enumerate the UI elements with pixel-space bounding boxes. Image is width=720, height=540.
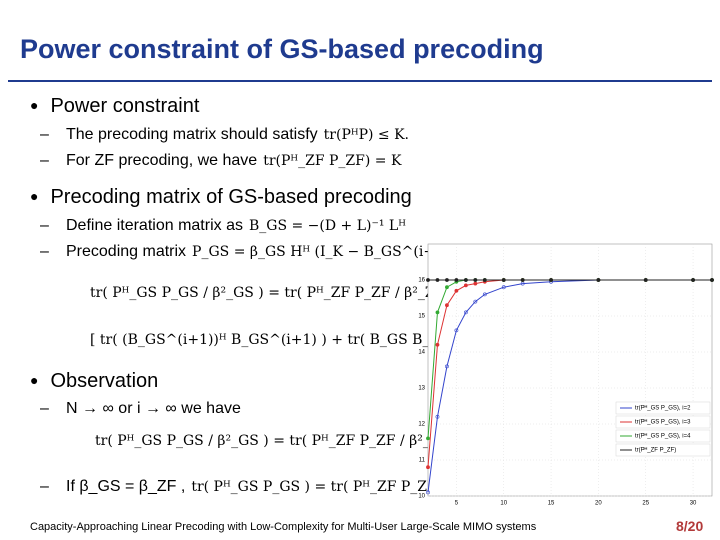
data-point bbox=[454, 278, 459, 282]
y-tick-label: 13 bbox=[418, 386, 425, 392]
data-point bbox=[426, 278, 430, 282]
x-tick-label: 20 bbox=[595, 501, 602, 506]
y-tick-label: 12 bbox=[418, 422, 425, 428]
title-rule bbox=[8, 80, 712, 82]
data-point bbox=[435, 342, 440, 347]
data-point bbox=[463, 283, 468, 288]
formula: P_GS = β_GS Hᴴ (I_K − B_GS^(i+1)) W⁻¹ bbox=[192, 244, 487, 260]
data-point bbox=[710, 278, 714, 282]
data-point bbox=[482, 292, 487, 297]
bullet-heading: Observation bbox=[30, 370, 158, 393]
x-tick-label: 25 bbox=[642, 501, 649, 506]
item-text: The precoding matrix should satisfy bbox=[66, 126, 318, 143]
data-point bbox=[473, 278, 478, 282]
data-point bbox=[426, 465, 430, 470]
data-point bbox=[691, 278, 695, 282]
x-tick-label: 10 bbox=[500, 501, 507, 506]
legend-label: tr(Pᴴ_GS P_GS), i=4 bbox=[635, 433, 691, 440]
x-tick-label: 15 bbox=[548, 501, 555, 506]
data-point bbox=[463, 310, 468, 315]
data-point bbox=[501, 278, 506, 282]
sub-item: – For ZF precoding, we have tr(Pᴴ_ZF P_ZF)… bbox=[40, 152, 402, 169]
plot-area bbox=[427, 243, 713, 497]
data-point bbox=[426, 490, 430, 495]
sub-item: – Precoding matrix P_GS = β_GS Hᴴ (I_K − B… bbox=[40, 243, 487, 260]
x-tick-label: 30 bbox=[690, 501, 697, 506]
data-point bbox=[435, 414, 440, 419]
data-point bbox=[463, 278, 468, 282]
y-tick-label: 11 bbox=[419, 458, 426, 464]
data-point bbox=[643, 278, 648, 282]
data-point bbox=[445, 285, 449, 290]
y-tick-label: 14 bbox=[418, 350, 425, 356]
data-point bbox=[445, 278, 449, 282]
formula: B_GS = −(D + L)⁻¹ Lᴴ bbox=[248, 218, 406, 234]
chart: 1011121314151651015202530α = N/Ktr(Pᴴ_GS… bbox=[418, 243, 714, 506]
item-text: N → ∞ or i → ∞ we have bbox=[66, 400, 241, 417]
formula: tr(Pᴴ_ZF P_ZF) = K bbox=[263, 153, 402, 169]
formula: tr( Pᴴ_GS P_GS / β²_GS ) = tr( Pᴴ_ZF P_Z… bbox=[95, 433, 460, 449]
formula: tr( Pᴴ_GS P_GS / β²_GS ) = tr( Pᴴ_ZF P_Z… bbox=[90, 285, 530, 301]
data-point bbox=[520, 278, 525, 282]
data-point bbox=[596, 278, 601, 282]
legend-label: tr(Pᴴ_GS P_GS), i=2 bbox=[635, 405, 691, 412]
data-point bbox=[501, 285, 506, 290]
x-tick-label: 5 bbox=[455, 501, 459, 506]
legend-box bbox=[615, 401, 711, 415]
page-number: 8/20 bbox=[676, 518, 704, 534]
y-tick-label: 10 bbox=[418, 494, 425, 500]
data-point bbox=[454, 288, 459, 293]
legend-box bbox=[615, 415, 711, 429]
formula: [ tr( (B_GS^(i+1))ᴴ B_GS^(i+1) ) + tr( B… bbox=[90, 332, 523, 348]
data-point bbox=[473, 281, 478, 286]
data-point bbox=[426, 436, 430, 441]
legend-box bbox=[615, 429, 711, 443]
slide-title: Power constraint of GS-based precoding bbox=[20, 34, 544, 64]
data-point bbox=[454, 328, 459, 333]
sub-item: – N → ∞ or i → ∞ we have bbox=[40, 400, 241, 417]
data-point bbox=[482, 278, 487, 282]
formula: tr( Pᴴ_GS P_GS ) = tr( Pᴴ_ZF P_ZF ) = K bbox=[191, 479, 478, 495]
y-tick-label: 15 bbox=[418, 314, 425, 320]
data-point bbox=[549, 278, 553, 282]
footer: Capacity-Approaching Linear Precoding wi… bbox=[30, 521, 537, 533]
data-point bbox=[445, 364, 449, 369]
data-point bbox=[445, 303, 449, 308]
data-point bbox=[435, 310, 440, 315]
bullet-heading: Power constraint bbox=[30, 95, 199, 118]
legend-label: tr(Pᴴ_ZF P_ZF) bbox=[635, 447, 676, 454]
data-point bbox=[473, 299, 478, 304]
legend-label: tr(Pᴴ_GS P_GS), i=3 bbox=[635, 419, 691, 426]
item-text: Define iteration matrix as bbox=[66, 217, 243, 234]
y-tick-label: 16 bbox=[418, 278, 425, 284]
formula: tr(PᴴP) ≤ K. bbox=[323, 127, 409, 143]
bullet-heading: Precoding matrix of GS-based precoding bbox=[30, 186, 411, 209]
sub-item: – The precoding matrix should satisfy tr(P… bbox=[40, 126, 409, 143]
legend-box bbox=[615, 443, 711, 457]
item-text: If β_GS = β_ZF , bbox=[66, 478, 186, 495]
sub-item: – If β_GS = β_ZF , tr( Pᴴ_GS P_GS ) = tr( … bbox=[40, 478, 478, 495]
data-point bbox=[520, 281, 525, 286]
sub-item: – Define iteration matrix as B_GS = −(D + … bbox=[40, 217, 406, 234]
item-text: Precoding matrix bbox=[66, 243, 187, 260]
item-text: For ZF precoding, we have bbox=[66, 152, 258, 169]
data-point bbox=[435, 278, 440, 282]
